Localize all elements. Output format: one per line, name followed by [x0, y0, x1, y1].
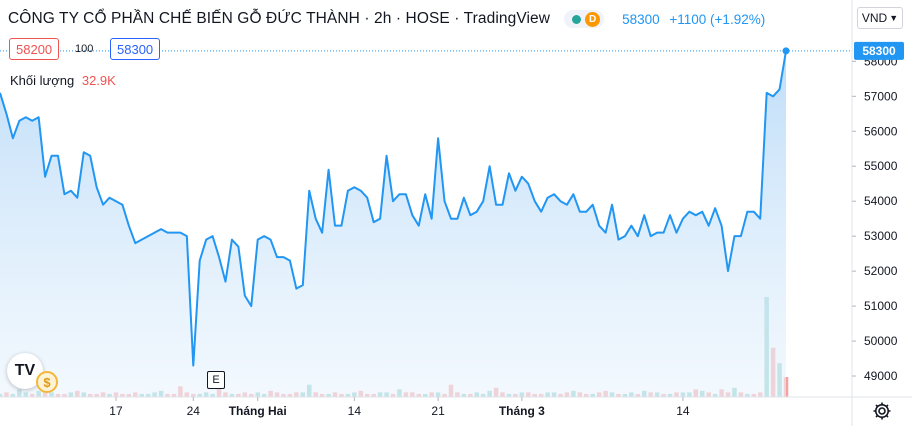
time-tick-label: Tháng 3 — [499, 404, 545, 418]
earnings-marker-icon[interactable]: E — [207, 371, 225, 389]
price-tick-label: 52000 — [864, 264, 898, 278]
market-open-dot-icon — [572, 14, 582, 24]
time-tick-label: 21 — [431, 404, 445, 418]
price-tick-label: 50000 — [864, 334, 898, 348]
price-tick-label: 53000 — [864, 229, 898, 243]
currency-selector[interactable]: VND ▼ — [857, 7, 903, 29]
volume-bar — [783, 377, 789, 397]
time-axis[interactable]: 17 24 Tháng Hai 14 21 Tháng 3 14 — [109, 397, 690, 418]
last-price-tag-bg — [854, 41, 904, 60]
price-tick-label: 55000 — [864, 159, 898, 173]
delayed-data-badge: D — [585, 11, 601, 27]
price-tick-label: 56000 — [864, 124, 898, 138]
chevron-down-icon: ▼ — [889, 13, 899, 23]
spread-value: 100 — [75, 43, 94, 55]
price-tick-label: 51000 — [864, 299, 898, 313]
time-tick-label: 14 — [348, 404, 362, 418]
tradingview-logo-icon[interactable]: TV — [7, 353, 43, 389]
volume-legend[interactable]: Khối lượng 32.9K — [10, 73, 116, 88]
time-tick-label: 14 — [676, 404, 690, 418]
price-tick-label: 54000 — [864, 194, 898, 208]
price-area-fill — [0, 50, 786, 398]
symbol-title[interactable]: CÔNG TY CỔ PHẦN CHẾ BIẾN GỖ ĐỨC THÀNH · … — [8, 10, 551, 27]
header-change: +1100 (+1.92%) — [669, 11, 766, 27]
last-price-tag-label: 58300 — [862, 44, 896, 58]
time-tick-label: Tháng Hai — [229, 404, 287, 418]
price-line — [0, 50, 787, 367]
price-axis[interactable]: 5800057000560005500054000530005200051000… — [852, 54, 898, 383]
buy-button[interactable]: 58300 — [110, 38, 161, 60]
last-price-tag: 58300 — [854, 41, 904, 60]
volume-value: 32.9K — [81, 73, 116, 88]
currency-label: VND — [861, 11, 888, 25]
time-tick-label: 24 — [187, 404, 201, 418]
settings-gear-icon[interactable] — [870, 399, 894, 423]
dividend-marker-icon[interactable]: $ — [36, 371, 58, 393]
header-price: 58300 — [622, 11, 660, 27]
last-price-dot — [782, 47, 790, 55]
header-quote: 58300 +1100 (+1.92%) — [622, 12, 765, 27]
market-status[interactable]: D — [564, 10, 605, 28]
chart-header: CÔNG TY CỔ PHẦN CHẾ BIẾN GỖ ĐỨC THÀNH · … — [8, 8, 765, 30]
sell-button[interactable]: 58200 — [9, 38, 60, 60]
volume-label: Khối lượng — [10, 73, 75, 88]
price-tick-label: 57000 — [864, 89, 898, 103]
time-tick-label: 17 — [109, 404, 123, 418]
price-tick-label: 49000 — [864, 369, 898, 383]
